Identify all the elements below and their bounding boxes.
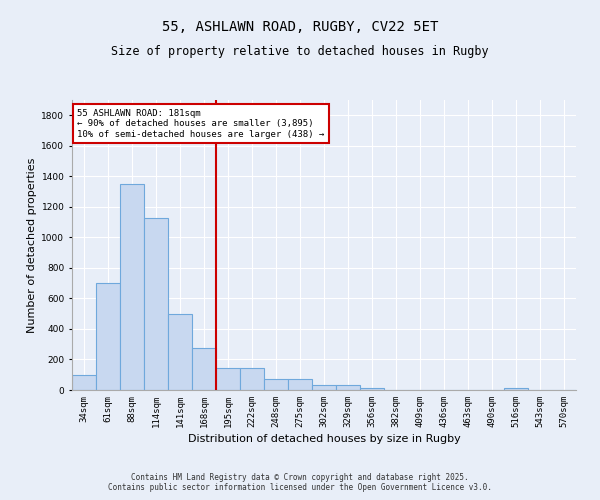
X-axis label: Distribution of detached houses by size in Rugby: Distribution of detached houses by size …: [188, 434, 460, 444]
Bar: [192, 348, 216, 390]
Bar: [264, 378, 288, 390]
Text: Contains HM Land Registry data © Crown copyright and database right 2025.
Contai: Contains HM Land Registry data © Crown c…: [108, 473, 492, 492]
Text: Size of property relative to detached houses in Rugby: Size of property relative to detached ho…: [111, 45, 489, 58]
Bar: [144, 218, 168, 390]
Bar: [360, 388, 384, 390]
Bar: [288, 378, 312, 390]
Text: 55, ASHLAWN ROAD, RUGBY, CV22 5ET: 55, ASHLAWN ROAD, RUGBY, CV22 5ET: [162, 20, 438, 34]
Bar: [240, 368, 264, 390]
Bar: [120, 184, 144, 390]
Bar: [72, 374, 96, 390]
Bar: [96, 283, 120, 390]
Bar: [216, 368, 240, 390]
Bar: [336, 386, 360, 390]
Text: 55 ASHLAWN ROAD: 181sqm
← 90% of detached houses are smaller (3,895)
10% of semi: 55 ASHLAWN ROAD: 181sqm ← 90% of detache…: [77, 108, 324, 138]
Bar: [312, 386, 336, 390]
Bar: [504, 388, 528, 390]
Bar: [168, 314, 192, 390]
Y-axis label: Number of detached properties: Number of detached properties: [27, 158, 37, 332]
